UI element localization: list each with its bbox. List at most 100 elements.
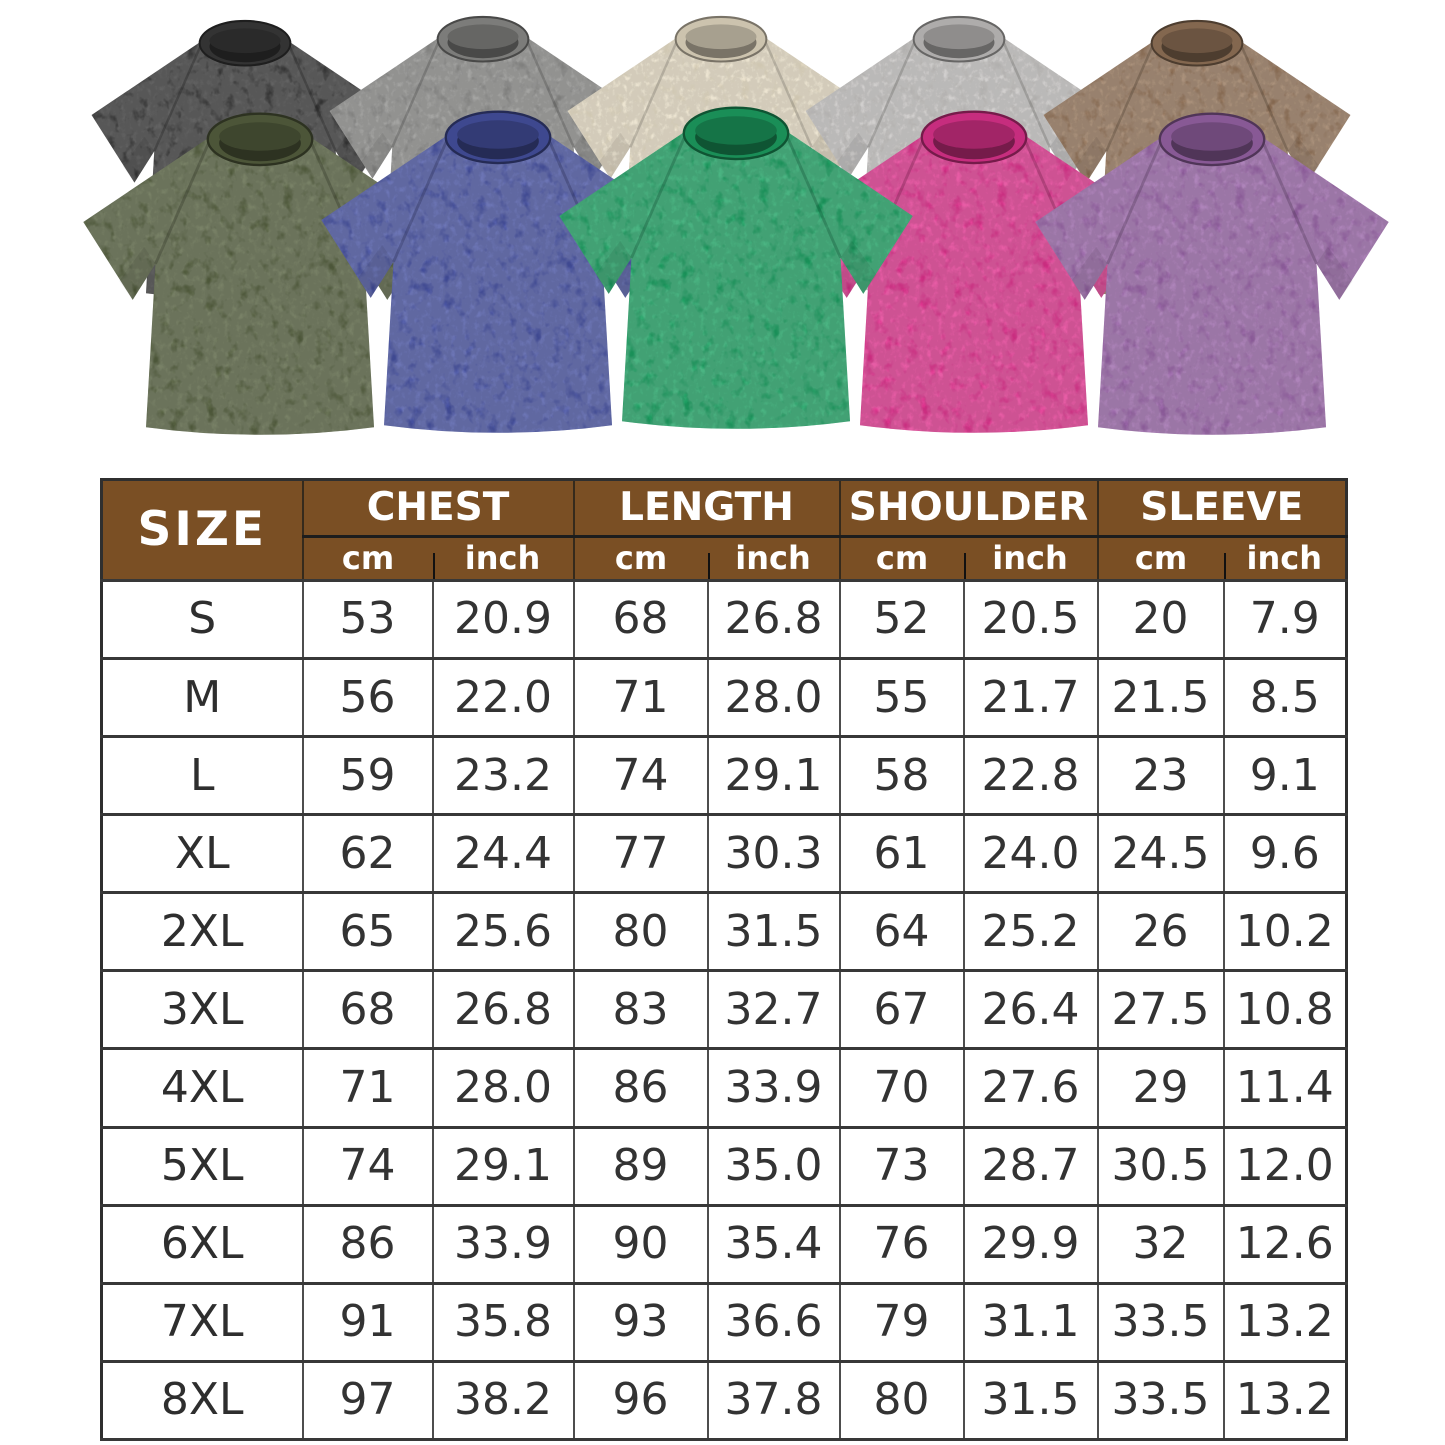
cell-length-in: 32.7 xyxy=(706,969,841,1051)
table-row: 4XL 71 28.0 86 33.9 70 27.6 29 11.4 xyxy=(100,1047,1348,1129)
cell-length-in: 30.3 xyxy=(706,813,841,895)
cell-shoulder-cm: 61 xyxy=(838,813,965,895)
cell-size: 3XL xyxy=(100,969,304,1051)
cell-shoulder-cm: 70 xyxy=(838,1047,965,1129)
cell-sleeve-in: 12.0 xyxy=(1222,1125,1348,1207)
cell-chest-in: 28.0 xyxy=(431,1047,575,1129)
cell-chest-cm: 65 xyxy=(301,891,434,973)
cell-sleeve-cm: 27.5 xyxy=(1096,969,1225,1051)
cell-length-in: 26.8 xyxy=(706,578,841,661)
cell-size: S xyxy=(100,578,304,661)
cell-shoulder-in: 31.1 xyxy=(962,1281,1099,1363)
cell-size: 6XL xyxy=(100,1203,304,1285)
cell-size: 8XL xyxy=(100,1359,304,1442)
table-row: L 59 23.2 74 29.1 58 22.8 23 9.1 xyxy=(100,735,1348,817)
cell-shoulder-cm: 73 xyxy=(838,1125,965,1207)
cell-sleeve-cm: 33.5 xyxy=(1096,1359,1225,1442)
cell-shoulder-in: 25.2 xyxy=(962,891,1099,973)
cell-size: XL xyxy=(100,813,304,895)
cell-size: L xyxy=(100,735,304,817)
cell-chest-in: 23.2 xyxy=(431,735,575,817)
cell-length-in: 37.8 xyxy=(706,1359,841,1442)
cell-shoulder-cm: 55 xyxy=(838,657,965,739)
cell-shoulder-in: 27.6 xyxy=(962,1047,1099,1129)
cell-length-cm: 77 xyxy=(572,813,709,895)
cell-sleeve-in: 8.5 xyxy=(1222,657,1348,739)
cell-shoulder-in: 26.4 xyxy=(962,969,1099,1051)
table-row: 6XL 86 33.9 90 35.4 76 29.9 32 12.6 xyxy=(100,1203,1348,1285)
size-chart: SIZE CHEST LENGTH SHOULDER SLEEVE cm inc… xyxy=(100,478,1349,1442)
cell-length-cm: 80 xyxy=(572,891,709,973)
table-row: 3XL 68 26.8 83 32.7 67 26.4 27.5 10.8 xyxy=(100,969,1348,1051)
cell-length-in: 28.0 xyxy=(706,657,841,739)
header-length-inch: inch xyxy=(707,536,840,581)
table-row: 2XL 65 25.6 80 31.5 64 25.2 26 10.2 xyxy=(100,891,1348,973)
header-sleeve-cm: cm xyxy=(1096,536,1224,581)
tshirt-graphic xyxy=(559,106,913,429)
cell-shoulder-cm: 58 xyxy=(838,735,965,817)
cell-sleeve-cm: 24.5 xyxy=(1096,813,1225,895)
header-length-cm: cm xyxy=(572,536,708,581)
cell-length-cm: 86 xyxy=(572,1047,709,1129)
cell-chest-cm: 71 xyxy=(301,1047,434,1129)
cell-shoulder-in: 24.0 xyxy=(962,813,1099,895)
cell-sleeve-in: 9.1 xyxy=(1222,735,1348,817)
cell-shoulder-cm: 64 xyxy=(838,891,965,973)
cell-chest-cm: 68 xyxy=(301,969,434,1051)
cell-length-cm: 93 xyxy=(572,1281,709,1363)
cell-shoulder-cm: 80 xyxy=(838,1359,965,1442)
cell-sleeve-in: 13.2 xyxy=(1222,1281,1348,1363)
header-chest-inch: inch xyxy=(432,536,574,581)
cell-length-cm: 96 xyxy=(572,1359,709,1442)
cell-chest-cm: 97 xyxy=(301,1359,434,1442)
header-chest-cm: cm xyxy=(302,536,433,581)
cell-length-cm: 71 xyxy=(572,657,709,739)
cell-length-cm: 90 xyxy=(572,1203,709,1285)
cell-chest-in: 33.9 xyxy=(431,1203,575,1285)
cell-sleeve-in: 7.9 xyxy=(1222,578,1348,661)
cell-chest-in: 24.4 xyxy=(431,813,575,895)
cell-length-in: 31.5 xyxy=(706,891,841,973)
tshirt-purple xyxy=(1022,108,1402,450)
cell-shoulder-cm: 52 xyxy=(838,578,965,661)
cell-sleeve-in: 10.2 xyxy=(1222,891,1348,973)
tshirt-green xyxy=(546,102,926,444)
cell-chest-cm: 74 xyxy=(301,1125,434,1207)
cell-sleeve-cm: 29 xyxy=(1096,1047,1225,1129)
cell-chest-cm: 62 xyxy=(301,813,434,895)
cell-length-cm: 83 xyxy=(572,969,709,1051)
cell-shoulder-cm: 76 xyxy=(838,1203,965,1285)
header-shoulder-cm: cm xyxy=(838,536,964,581)
cell-shoulder-in: 20.5 xyxy=(962,578,1099,661)
cell-sleeve-cm: 20 xyxy=(1096,578,1225,661)
cell-shoulder-in: 29.9 xyxy=(962,1203,1099,1285)
cell-shoulder-in: 22.8 xyxy=(962,735,1099,817)
cell-size: M xyxy=(100,657,304,739)
cell-chest-cm: 56 xyxy=(301,657,434,739)
cell-sleeve-cm: 32 xyxy=(1096,1203,1225,1285)
cell-shoulder-cm: 67 xyxy=(838,969,965,1051)
header-sleeve-inch: inch xyxy=(1223,536,1347,581)
header-sleeve: SLEEVE xyxy=(1096,479,1348,538)
cell-sleeve-cm: 23 xyxy=(1096,735,1225,817)
cell-sleeve-in: 13.2 xyxy=(1222,1359,1348,1442)
product-gallery xyxy=(0,0,1445,470)
tshirt-graphic xyxy=(1035,112,1389,435)
header-shoulder: SHOULDER xyxy=(838,479,1099,538)
cell-chest-in: 20.9 xyxy=(431,578,575,661)
cell-sleeve-cm: 26 xyxy=(1096,891,1225,973)
table-row: M 56 22.0 71 28.0 55 21.7 21.5 8.5 xyxy=(100,657,1348,739)
cell-chest-in: 25.6 xyxy=(431,891,575,973)
cell-size: 7XL xyxy=(100,1281,304,1363)
cell-chest-in: 29.1 xyxy=(431,1125,575,1207)
cell-shoulder-in: 21.7 xyxy=(962,657,1099,739)
cell-sleeve-cm: 33.5 xyxy=(1096,1281,1225,1363)
cell-length-cm: 89 xyxy=(572,1125,709,1207)
cell-shoulder-in: 28.7 xyxy=(962,1125,1099,1207)
table-row: 5XL 74 29.1 89 35.0 73 28.7 30.5 12.0 xyxy=(100,1125,1348,1207)
cell-length-in: 35.0 xyxy=(706,1125,841,1207)
cell-length-in: 29.1 xyxy=(706,735,841,817)
cell-chest-cm: 91 xyxy=(301,1281,434,1363)
header-size: SIZE xyxy=(100,479,304,581)
